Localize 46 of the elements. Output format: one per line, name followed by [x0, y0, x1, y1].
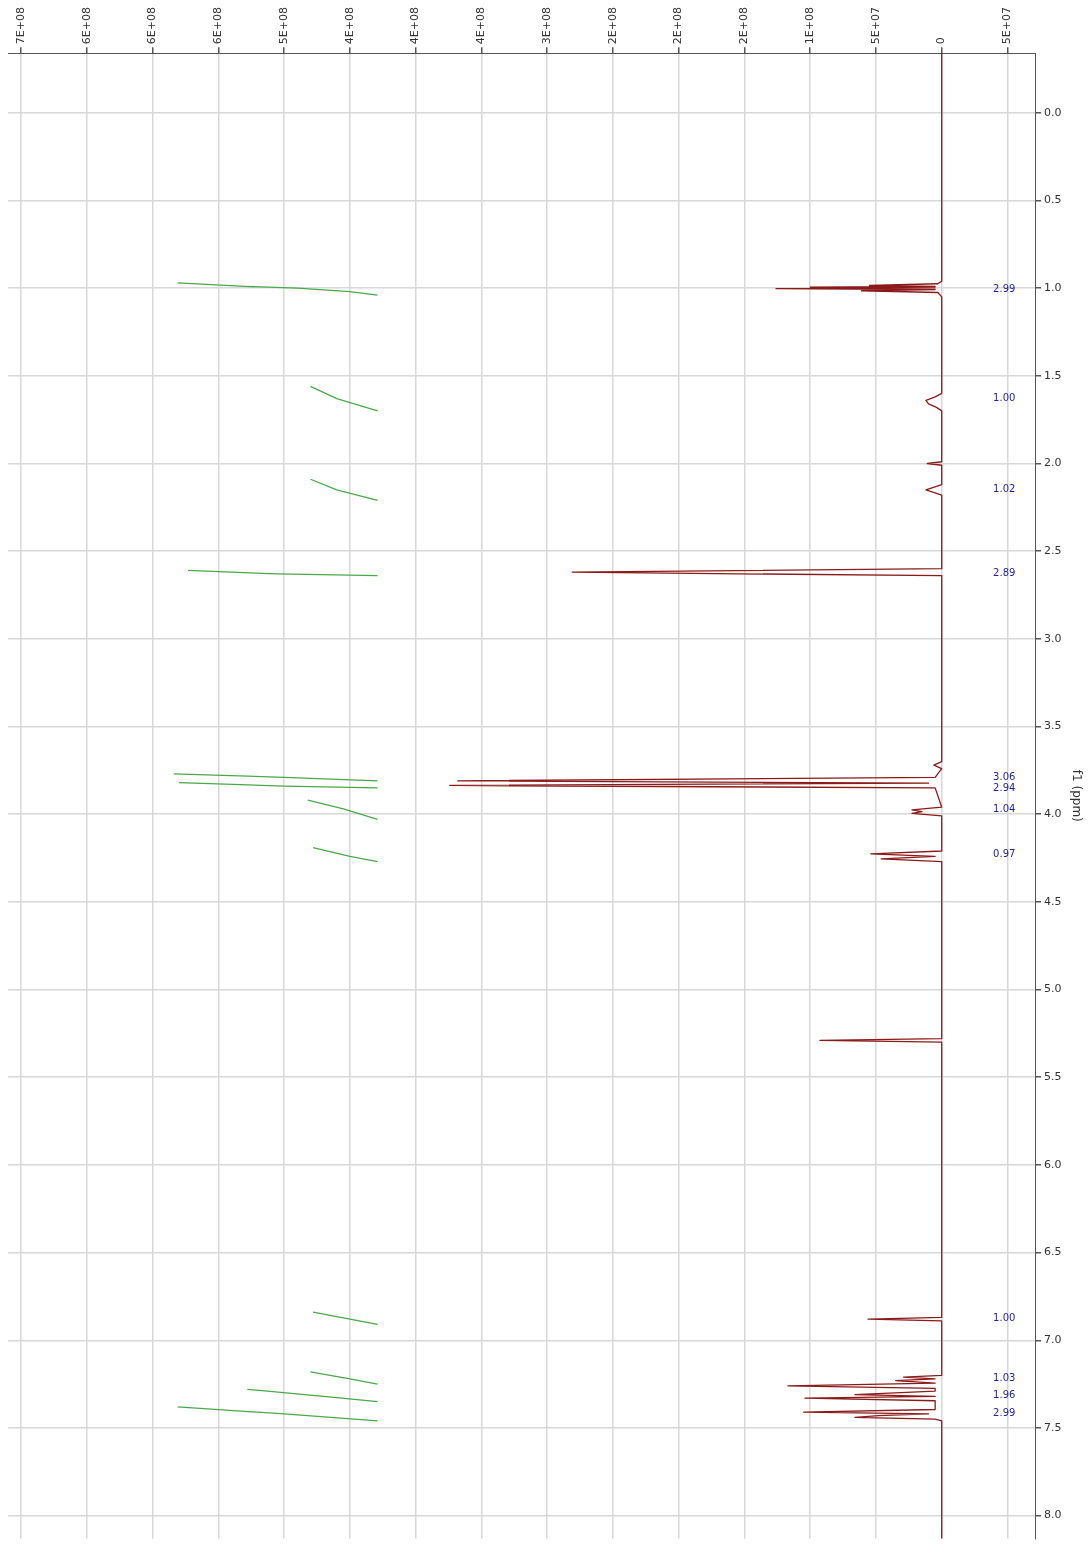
- x-tick-label: 2E+08: [671, 6, 685, 45]
- annotation: 0.97: [993, 848, 1016, 860]
- y-tick-label: 0.0: [1044, 105, 1062, 119]
- y-tick-label: 2.0: [1044, 456, 1062, 470]
- annotation: 2.94: [993, 781, 1016, 793]
- annotation: 3.06: [993, 770, 1016, 782]
- x-tick-label: 4E+08: [342, 6, 356, 45]
- y-tick-label: 6.0: [1044, 1157, 1062, 1171]
- y-tick-label: 4.0: [1044, 807, 1062, 821]
- y-tick-label: 1.0: [1044, 280, 1062, 294]
- x-tick-label: 1E+08: [802, 6, 816, 45]
- y-tick-label: 5.5: [1044, 1070, 1062, 1084]
- x-tick-label: 5E+07: [868, 6, 882, 45]
- x-tick-label: 6E+08: [145, 6, 159, 45]
- annotation: 2.89: [993, 566, 1016, 578]
- annotation: 2.99: [993, 1407, 1016, 1419]
- annotation: 1.03: [993, 1371, 1016, 1383]
- y-tick-label: 7.5: [1044, 1420, 1062, 1434]
- x-tick-label: 2E+08: [737, 6, 751, 45]
- y-tick-label: 2.5: [1044, 544, 1062, 558]
- annotation: 1.02: [993, 483, 1016, 495]
- y-tick-label: 7.0: [1044, 1333, 1062, 1347]
- x-tick-label: 0: [934, 37, 948, 45]
- y-tick-label: 8.0: [1044, 1508, 1062, 1522]
- y-tick-label: 3.5: [1044, 719, 1062, 733]
- annotation: 1.04: [993, 803, 1016, 815]
- y-axis-title: f1 (ppm): [1069, 769, 1084, 822]
- x-tick-label: 6E+08: [211, 6, 225, 45]
- y-tick-label: 6.5: [1044, 1245, 1062, 1259]
- annotation: 1.96: [993, 1389, 1016, 1401]
- x-tick-label: 7E+08: [13, 6, 27, 45]
- annotation: 1.00: [993, 392, 1016, 404]
- x-tick-label: 3E+08: [539, 6, 553, 45]
- x-tick-label: 4E+08: [408, 6, 422, 45]
- y-tick-label: 3.0: [1044, 631, 1062, 645]
- x-tick-label: 4E+08: [474, 6, 488, 45]
- annotation: 2.99: [993, 282, 1016, 294]
- x-tick-label: 5E+08: [276, 6, 290, 45]
- x-tick-label: 6E+08: [79, 6, 93, 45]
- y-tick-label: 4.5: [1044, 894, 1062, 908]
- x-tick-label: 2E+08: [605, 6, 619, 45]
- y-tick-label: 1.5: [1044, 368, 1062, 382]
- x-tick-label: 5E+07: [1000, 6, 1014, 45]
- y-tick-label: 0.5: [1044, 193, 1062, 207]
- y-tick-label: 5.0: [1044, 982, 1062, 996]
- annotation: 1.00: [993, 1311, 1016, 1323]
